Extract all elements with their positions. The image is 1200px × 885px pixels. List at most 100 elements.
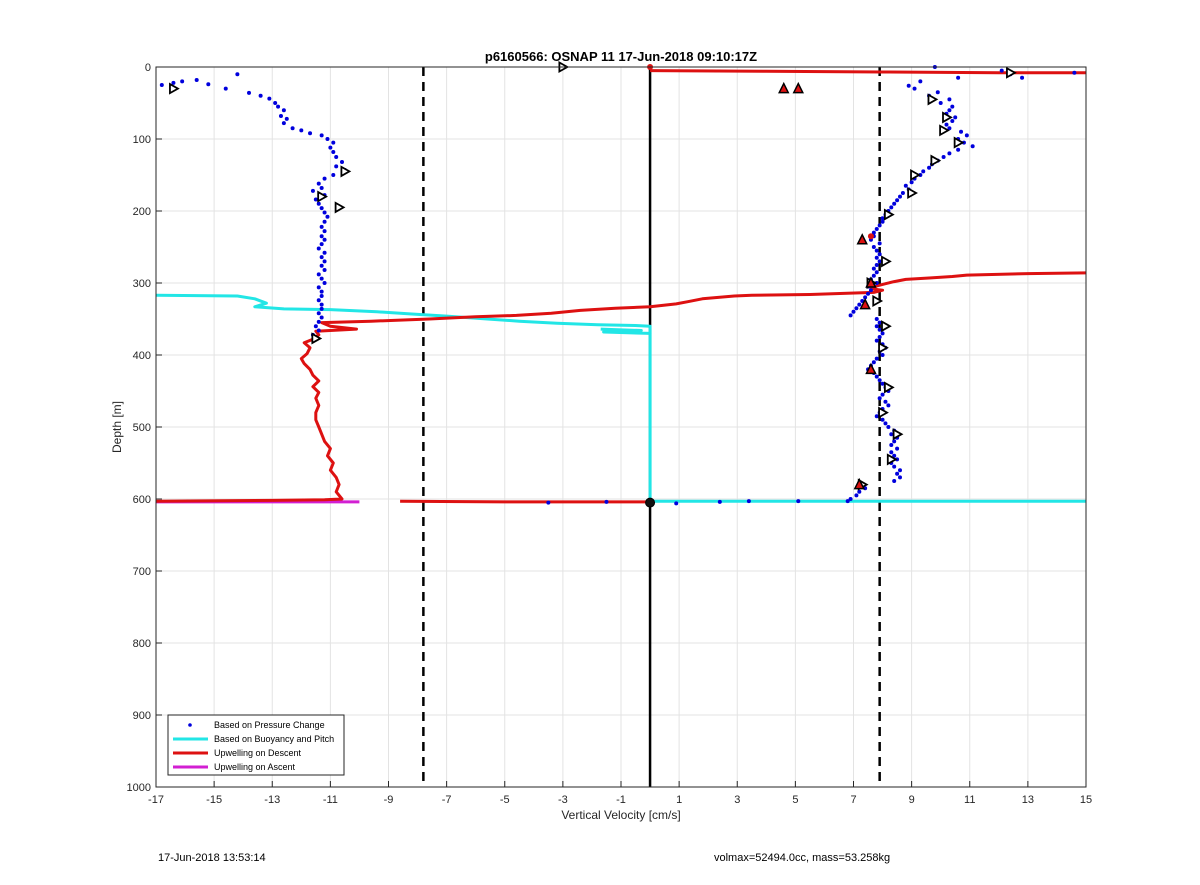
data-point: [316, 246, 321, 251]
data-point: [322, 210, 327, 215]
data-point: [892, 201, 897, 206]
triangle-marker: [872, 294, 884, 308]
data-point: [340, 160, 344, 165]
data-point: [938, 101, 943, 105]
data-point: [898, 468, 902, 473]
data-point: [918, 79, 923, 84]
grid-lines: [155, 66, 1087, 788]
x-tick-label: -3: [558, 794, 568, 806]
data-point: [889, 443, 894, 447]
data-point: [953, 115, 958, 120]
red-dot-marker: [867, 233, 874, 240]
triangle-marker: [910, 168, 921, 182]
data-point: [851, 309, 856, 314]
data-point: [223, 86, 228, 91]
data-point: [912, 86, 917, 91]
data-point: [857, 302, 862, 307]
data-point: [880, 392, 885, 397]
data-point: [871, 230, 876, 235]
data-point: [909, 180, 914, 185]
data-point: [874, 374, 879, 379]
triangle-marker: [930, 154, 942, 167]
data-point: [874, 227, 879, 231]
data-point: [886, 403, 891, 408]
data-point: [322, 237, 327, 242]
legend-box: [167, 714, 345, 776]
data-point: [956, 147, 961, 152]
series-line: [400, 499, 651, 504]
data-point: [874, 324, 879, 329]
data-point: [331, 173, 336, 177]
data-point: [1072, 70, 1077, 75]
data-point: [880, 219, 885, 224]
data-point: [848, 313, 853, 318]
triangle-marker: [883, 208, 895, 221]
data-point: [325, 214, 330, 219]
data-point: [874, 270, 879, 275]
data-point: [892, 479, 897, 483]
data-point: [898, 194, 902, 199]
data-point: [848, 497, 853, 501]
data-point: [877, 396, 882, 401]
data-point: [206, 82, 211, 87]
data-point: [258, 93, 263, 98]
data-point: [319, 289, 324, 294]
data-point: [328, 145, 333, 150]
data-point: [319, 276, 324, 281]
data-point: [877, 223, 882, 228]
red-triangle-marker: [792, 81, 804, 94]
red-triangle-marker: [778, 81, 790, 94]
data-point: [717, 499, 722, 504]
data-point: [947, 97, 952, 102]
x-tick-label: 15: [1080, 794, 1092, 806]
data-point: [313, 197, 318, 202]
data-point: [235, 72, 240, 77]
data-point: [319, 242, 324, 247]
data-point: [880, 353, 885, 357]
triangle-marker: [334, 201, 346, 214]
data-point: [171, 80, 176, 85]
data-point: [322, 176, 327, 181]
data-point: [310, 188, 315, 193]
y-tick-label: 400: [133, 350, 151, 362]
data-point: [874, 414, 879, 419]
x-tick-labels: -17 -15 -13 -11 -9 -7 -5 -3 -1 1 3 5 7 9 11 13 15: [148, 794, 1092, 806]
data-point: [880, 331, 885, 336]
data-point: [284, 116, 289, 121]
red-triangle-marker: [865, 362, 877, 375]
data-point: [935, 90, 940, 95]
legend-entry-label: Based on Buoyancy and Pitch: [214, 734, 334, 744]
data-point: [877, 320, 882, 325]
data-point: [906, 83, 911, 88]
red-triangle-marker: [859, 297, 871, 310]
data-point: [281, 108, 286, 113]
data-point: [959, 129, 964, 134]
data-point: [871, 245, 876, 249]
x-tick-label: -17: [148, 794, 164, 806]
data-point: [964, 133, 969, 138]
data-point: [895, 198, 900, 203]
triangle-marker: [953, 136, 965, 149]
data-point: [319, 234, 324, 239]
series-line: [155, 293, 652, 334]
axes-frame: [155, 66, 1087, 788]
data-point: [1020, 75, 1025, 80]
data-point: [874, 255, 879, 260]
legend-entry-label: Based on Pressure Change: [214, 720, 325, 730]
legend-entry-label: Upwelling on Ascent: [214, 762, 296, 772]
triangle-marker: [927, 93, 939, 106]
data-point: [874, 338, 879, 343]
data-point: [319, 263, 324, 268]
legend-swatch: [188, 723, 192, 727]
x-tick-label: -13: [264, 794, 280, 806]
footer-timestamp: 17-Jun-2018 13:53:14: [158, 852, 266, 864]
legend: Based on Pressure Change Based on Buoyanc…: [167, 714, 345, 776]
data-point: [746, 499, 751, 504]
data-point: [194, 77, 199, 82]
series-line: [600, 327, 652, 502]
data-point: [313, 324, 318, 329]
data-point: [892, 453, 897, 458]
x-tick-label: -15: [206, 794, 222, 806]
data-point: [316, 328, 321, 333]
